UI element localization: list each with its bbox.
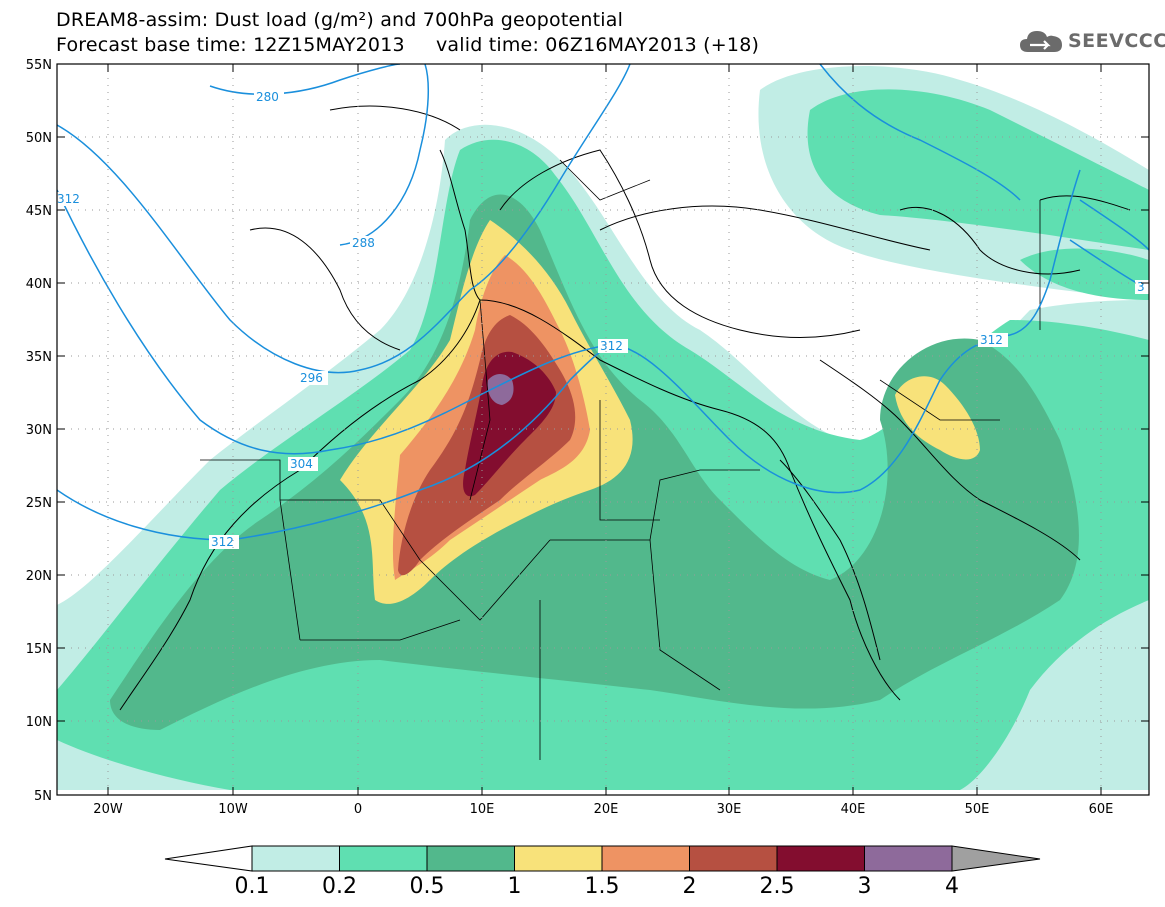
lat-label-15n: 15N [26,642,52,657]
lat-label-25n: 25N [26,496,52,511]
lon-label-20w: 20W [93,802,123,817]
lon-label-60e: 60E [1089,802,1114,817]
contour-label-312-east: 312 [980,333,1003,347]
lon-label-50e: 50E [965,802,990,817]
colorbar-box-0.2 [339,845,428,872]
colorbar-label-3: 3 [858,874,872,899]
colorbar-over-arrow [951,845,1041,872]
contour-label-312-left: 312 [57,192,80,206]
contour-label-304: 304 [290,457,313,471]
lon-label-0: 0 [354,802,362,817]
lon-label-10w: 10W [218,802,248,817]
colorbar-label-0.2: 0.2 [322,874,357,899]
colorbar-label-0.5: 0.5 [410,874,445,899]
lat-label-50n: 50N [26,131,52,146]
lat-label-55n: 55N [26,58,52,73]
colorbar-box-2 [689,845,778,872]
lat-label-20n: 20N [26,569,52,584]
contour-label-312-center: 312 [600,339,623,353]
dust-level-2.5 [463,351,556,497]
colorbar-label-1: 1 [508,874,522,899]
map-title-line2: Forecast base time: 12Z15MAY2013 valid t… [56,34,760,56]
colorbar-label-4: 4 [945,874,959,899]
colorbar: 0.1 0.2 0.5 1 1.5 2 2.5 3 4 [164,845,1041,899]
latitude-axis: 55N 50N 45N 40N 35N 30N 25N 20N 15N 10N … [26,58,1149,804]
lon-label-20e: 20E [594,802,619,817]
map-title-line1: DREAM8-assim: Dust load (g/m²) and 700hP… [56,9,624,31]
lon-label-40e: 40E [841,802,866,817]
colorbar-under-arrow [164,845,253,872]
contour-label-group: 280 288 296 304 312 312 312 312 3 [57,90,1149,549]
longitude-axis: 20W 10W 0 10E 20E 30E 40E 50E 60E [93,64,1113,817]
colorbar-label-0.1: 0.1 [235,874,270,899]
lon-label-10e: 10E [470,802,495,817]
lat-label-30n: 30N [26,423,52,438]
colorbar-box-1.5 [601,845,690,872]
contour-label-edge: 3 [1137,280,1145,294]
logo-text: SEEVCCC [1068,30,1165,52]
colorbar-box-2.5 [776,845,865,872]
colorbar-label-2: 2 [683,874,697,899]
seevccc-logo: SEEVCCC [1018,27,1165,55]
cloud-icon [1020,31,1062,52]
dust-fill-layer: 280 288 296 304 312 312 312 312 3 [57,64,1149,795]
graticule [57,64,1149,795]
colorbar-box-0.1 [251,845,340,872]
lat-label-40n: 40N [26,277,52,292]
lat-label-10n: 10N [26,715,52,730]
contour-label-280: 280 [256,90,279,104]
country-borders [200,159,1041,760]
lat-label-35n: 35N [26,350,52,365]
contour-label-288: 288 [352,236,375,250]
coastlines [119,105,1131,711]
colorbar-label-2.5: 2.5 [760,874,795,899]
lat-label-5n: 5N [34,789,52,804]
colorbar-label-1.5: 1.5 [585,874,620,899]
contour-label-312-west: 312 [211,535,234,549]
lon-label-30e: 30E [717,802,742,817]
contour-label-296: 296 [300,371,323,385]
lat-label-45n: 45N [26,204,52,219]
colorbar-box-0.5 [426,845,515,872]
colorbar-box-1 [514,845,603,872]
colorbar-box-3 [864,845,953,872]
